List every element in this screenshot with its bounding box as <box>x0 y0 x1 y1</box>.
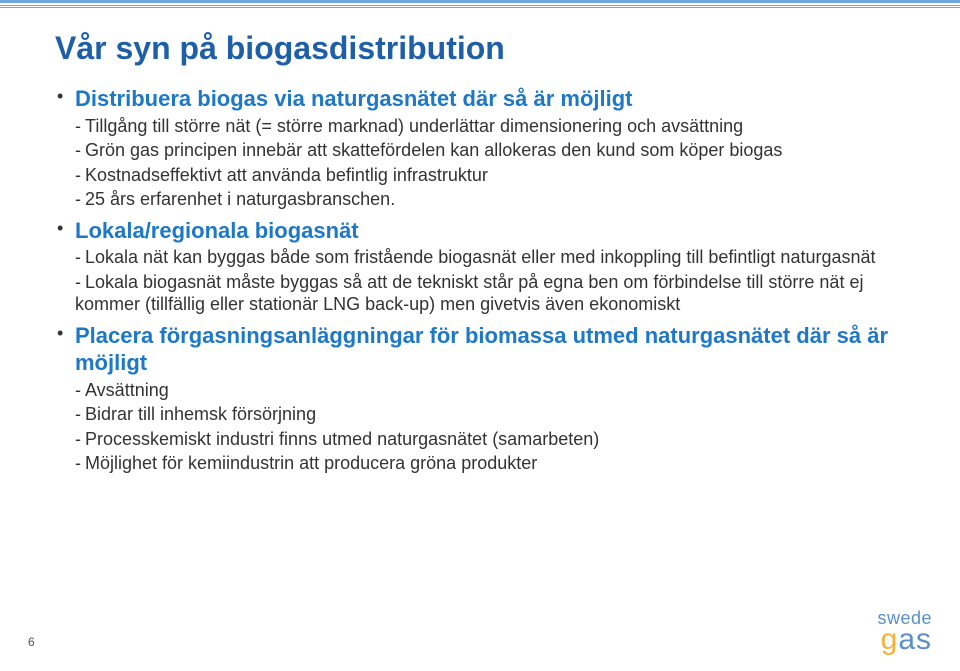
page-number: 6 <box>28 635 35 649</box>
bullet-sub: -Bidrar till inhemsk försörjning <box>75 403 905 426</box>
bullet-list: Distribuera biogas via naturgasnätet där… <box>55 85 905 475</box>
bullet-head: Lokala/regionala biogasnät <box>75 217 905 245</box>
bullet-head: Placera förgasningsanläggningar för biom… <box>75 322 905 377</box>
logo-line-2: gas <box>877 626 932 653</box>
logo: swede gas <box>877 610 932 653</box>
bullet-sub: -Grön gas principen innebär att skattefö… <box>75 139 905 162</box>
bullet-item: Lokala/regionala biogasnät -Lokala nät k… <box>55 217 905 316</box>
bullet-sub: -Lokala nät kan byggas både som friståen… <box>75 246 905 269</box>
slide-title: Vår syn på biogasdistribution <box>55 30 905 67</box>
logo-g: g <box>881 623 899 656</box>
logo-as: as <box>898 623 932 656</box>
bullet-sub: -Kostnadseffektivt att använda befintlig… <box>75 164 905 187</box>
top-rule-thin-2 <box>0 7 960 8</box>
top-rule <box>0 0 960 8</box>
bullet-sub: -Lokala biogasnät måste byggas så att de… <box>75 271 905 316</box>
bullet-sub: -Processkemiskt industri finns utmed nat… <box>75 428 905 451</box>
bullet-sub: -Tillgång till större nät (= större mark… <box>75 115 905 138</box>
bullet-sub: -25 års erfarenhet i naturgasbranschen. <box>75 188 905 211</box>
top-rule-thin-1 <box>0 5 960 6</box>
bullet-sub: -Avsättning <box>75 379 905 402</box>
slide-body: Vår syn på biogasdistribution Distribuer… <box>55 30 905 481</box>
top-rule-thick <box>0 0 960 3</box>
bullet-sub: -Möjlighet för kemiindustrin att produce… <box>75 452 905 475</box>
bullet-head: Distribuera biogas via naturgasnätet där… <box>75 85 905 113</box>
bullet-item: Placera förgasningsanläggningar för biom… <box>55 322 905 475</box>
bullet-item: Distribuera biogas via naturgasnätet där… <box>55 85 905 211</box>
